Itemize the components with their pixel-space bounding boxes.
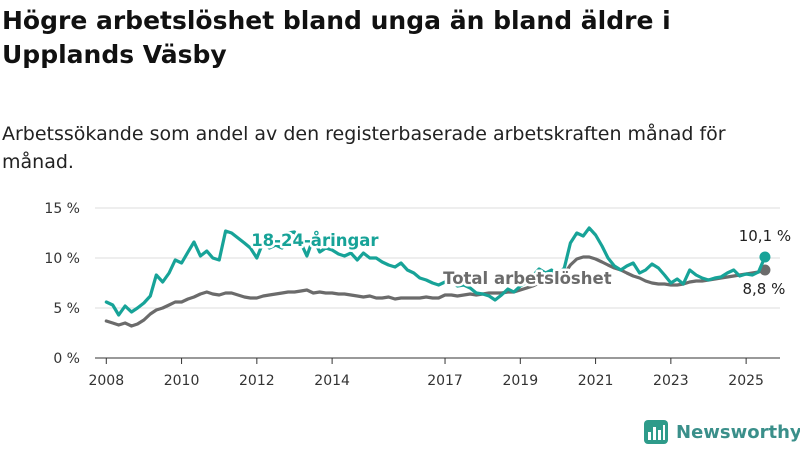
x-tick-label-0: 2008 xyxy=(88,373,124,389)
x-tick-label-5: 2019 xyxy=(502,373,538,389)
series-line-youth xyxy=(104,226,767,317)
y-tick-label-2: 10 % xyxy=(44,251,80,267)
chart-title: Högre arbetslöshet bland unga än bland ä… xyxy=(2,6,671,69)
bar-chart-icon xyxy=(644,420,668,444)
x-tick-label-1: 2010 xyxy=(164,373,200,389)
x-axis-ticks: 2008 2010 2012 2014 2017 2019 2021 2023 2025 xyxy=(88,358,764,389)
series-line-total xyxy=(104,255,767,328)
end-value-youth: 10,1 % xyxy=(739,227,791,245)
chart-subtitle: Arbetssökande som andel av den registerb… xyxy=(2,123,726,173)
x-tick-label-6: 2021 xyxy=(578,373,614,389)
x-tick-label-4: 2017 xyxy=(427,373,463,389)
y-tick-label-1: 5 % xyxy=(53,301,80,317)
x-tick-label-7: 2023 xyxy=(653,373,689,389)
newsworthy-logo: Newsworthy xyxy=(644,420,800,444)
brand-name: Newsworthy xyxy=(676,421,800,443)
series-endpoint-youth xyxy=(759,251,771,263)
x-tick-label-3: 2014 xyxy=(314,373,350,389)
end-value-total: 8,8 % xyxy=(742,280,785,298)
line-chart: 0 %5 %10 %15 % 2008 2010 2012 2014 2017 2019 2… xyxy=(44,201,794,389)
series-layer xyxy=(104,226,771,328)
series-label-youth: 18-24-åringar xyxy=(251,231,379,250)
series-labels: 18-24-åringar Total arbetslöshet 10,1 % … xyxy=(249,225,794,301)
grid-layer xyxy=(95,207,780,359)
x-tick-label-2: 2012 xyxy=(239,373,275,389)
y-tick-label-0: 0 % xyxy=(53,351,80,367)
series-label-total: Total arbetslöshet xyxy=(443,269,612,288)
y-tick-label-3: 15 % xyxy=(44,201,80,217)
y-axis-ticks: 0 % 5 % 10 % 15 % xyxy=(44,201,80,367)
x-tick-label-8: 2025 xyxy=(728,373,764,389)
